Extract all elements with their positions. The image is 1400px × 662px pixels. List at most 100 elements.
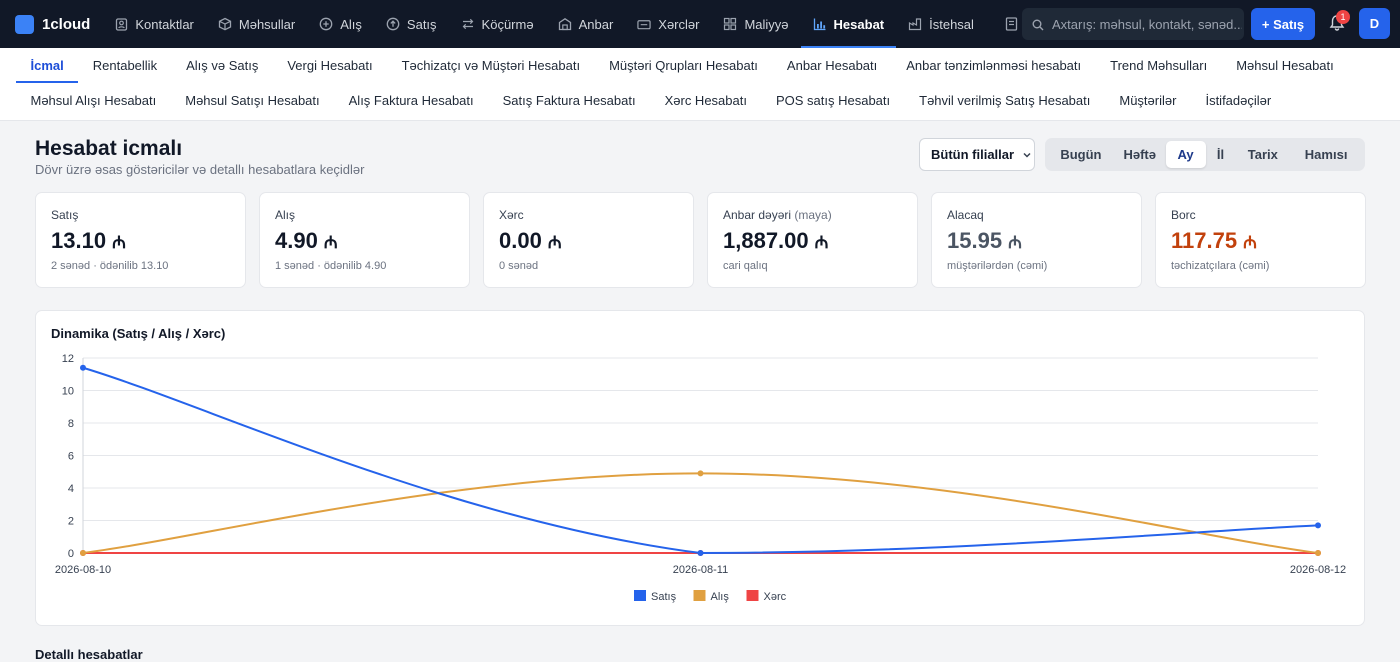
- kpi-label: Anbar dəyəri (maya): [723, 208, 902, 222]
- period-option[interactable]: Tarix: [1247, 147, 1278, 162]
- chart-title: Dinamika (Satış / Alış / Xərc): [51, 326, 226, 341]
- search-icon: [1032, 18, 1044, 31]
- nav-item-6[interactable]: Anbar: [546, 0, 626, 48]
- report-tab[interactable]: Təchizatçı və Müştəri Hesabatı: [401, 58, 581, 73]
- dynamics-line-chart: 0 2 4 6 8 10 12 2026-08-10 2026-08-11 2026-08-12 S…: [55, 353, 1346, 603]
- nav-item-10[interactable]: İstehsal: [896, 0, 986, 48]
- report-tab[interactable]: Alış və Satış: [186, 58, 259, 73]
- main-nav: Kontaktlar Məhsullar Alış Satış Köçürmə Anbar…: [102, 0, 986, 48]
- kpi-card: Anbar dəyəri (maya) 1,887.00 ₼ cari qalıq: [707, 192, 918, 288]
- report-tab[interactable]: İcmal: [16, 48, 79, 83]
- report-tab[interactable]: Alış Faktura Hesabatı: [348, 93, 474, 108]
- box-icon: [218, 17, 232, 31]
- legend-swatch: [746, 590, 759, 601]
- kpi-value-row: 15.95 ₼: [947, 228, 1126, 254]
- report-tab[interactable]: Anbar tənzimlənməsi hesabatı: [906, 58, 1082, 73]
- manat-icon: ₼: [547, 232, 562, 252]
- new-sale-button[interactable]: + Satış: [1251, 8, 1315, 40]
- grid-icon: [723, 17, 737, 31]
- period-option[interactable]: İl: [1216, 147, 1225, 162]
- nav-item-3[interactable]: Alış: [307, 0, 374, 48]
- legend-label: Xərc: [764, 591, 787, 603]
- nav-item-label: Hesabat: [833, 16, 885, 32]
- kpi-value: 0.00: [499, 228, 542, 253]
- manat-icon: ₼: [112, 232, 126, 252]
- nav-item-2[interactable]: Məhsullar: [206, 0, 307, 48]
- kpi-card: Satış 13.10 ₼ 2 sənəd · ödənilib 13.10: [35, 192, 246, 288]
- user-avatar[interactable]: D: [1359, 8, 1390, 39]
- data-point: [697, 550, 704, 556]
- truncated-nav-icon[interactable]: [1000, 0, 1022, 48]
- period-option[interactable]: Həftə: [1123, 147, 1156, 162]
- report-tab[interactable]: Vergi Hesabatı: [287, 58, 373, 73]
- report-tab[interactable]: Təhvil verilmiş Satış Hesabatı: [919, 93, 1091, 108]
- details-section-title: Detallı hesabatlar: [35, 647, 143, 662]
- nav-item-label: Satış: [406, 16, 437, 32]
- nav-item-label: Məhsullar: [238, 16, 296, 32]
- page-title: Hesabat icmalı: [35, 137, 183, 160]
- legend-swatch: [693, 590, 706, 601]
- manat-icon: ₼: [1243, 232, 1257, 252]
- nav-item-5[interactable]: Köçürmə: [449, 0, 546, 48]
- kpi-value: 15.95: [947, 228, 1003, 253]
- factory-icon: [908, 17, 922, 31]
- kpi-card: Alış 4.90 ₼ 1 sənəd · ödənilib 4.90: [259, 192, 470, 288]
- report-tab[interactable]: Anbar Hesabatı: [786, 58, 878, 73]
- report-tab[interactable]: Məhsul Hesabatı: [1236, 58, 1334, 73]
- data-point: [1315, 522, 1321, 529]
- nav-item-label: Köçürmə: [481, 16, 534, 32]
- kpi-value-row: 117.75 ₼: [1171, 228, 1350, 254]
- report-tab[interactable]: Rentabellik: [92, 58, 158, 73]
- plus-circle-icon: [319, 17, 333, 31]
- manat-icon: ₼: [814, 232, 829, 252]
- page-subtitle: Dövr üzrə əsas göstəricilər və detallı h…: [35, 162, 365, 177]
- branch-select[interactable]: Bütün filiallar: [919, 138, 1035, 171]
- nav-item-4[interactable]: Satış: [374, 0, 449, 48]
- y-tick-label: 8: [68, 418, 74, 430]
- nav-item-label: Maliyyə: [744, 16, 789, 32]
- report-tab[interactable]: Müştərilər: [1119, 93, 1177, 108]
- kpi-label-text: Alacaq: [947, 208, 984, 222]
- report-tab[interactable]: Trend Məhsulları: [1110, 58, 1208, 73]
- kpi-value: 117.75: [1171, 228, 1238, 253]
- report-tab[interactable]: Müştəri Qrupları Hesabatı: [609, 58, 758, 73]
- report-tab[interactable]: Xərc Hesabatı: [664, 93, 747, 108]
- kpi-label-text: Borc: [1171, 208, 1196, 222]
- search-input[interactable]: [1052, 16, 1242, 32]
- nav-item-label: Anbar: [578, 16, 614, 32]
- nav-item-9[interactable]: Hesabat: [800, 0, 897, 48]
- global-search[interactable]: [1022, 8, 1244, 40]
- period-option[interactable]: Bugün: [1060, 147, 1102, 162]
- report-tab[interactable]: İstifadəçilər: [1205, 93, 1272, 108]
- report-tab[interactable]: Məhsul Alışı Hesabatı: [30, 93, 157, 108]
- arrow-circle-icon: [386, 17, 400, 31]
- report-tab[interactable]: Satış Faktura Hesabatı: [502, 93, 636, 108]
- kpi-value-row: 13.10 ₼: [51, 228, 230, 254]
- nav-item-7[interactable]: Xərclər: [625, 0, 711, 48]
- period-option[interactable]: Ay: [1165, 141, 1206, 168]
- data-point: [80, 364, 86, 371]
- period-selector: Bugün Həftə Ay İl Tarix Hamısı: [1045, 138, 1365, 171]
- wallet-icon: [637, 17, 651, 31]
- kpi-meta: 2 sənəd · ödənilib 13.10: [51, 260, 169, 272]
- kpi-meta: cari qalıq: [723, 260, 768, 272]
- x-tick-label: 2026-08-10: [55, 564, 111, 576]
- report-tab[interactable]: Məhsul Satışı Hesabatı: [185, 93, 320, 108]
- kpi-value: 13.10: [51, 228, 107, 253]
- kpi-value: 4.90: [275, 228, 318, 253]
- nav-item-label: İstehsal: [929, 16, 974, 32]
- brand-logo[interactable]: 1cloud: [15, 14, 91, 34]
- report-tab[interactable]: POS satış Hesabatı: [775, 93, 891, 108]
- nav-item-1[interactable]: Kontaktlar: [102, 0, 206, 48]
- chevron-down-icon: [1023, 152, 1031, 158]
- kpi-label-text: Satış: [51, 208, 79, 222]
- chart-icon: [813, 17, 827, 31]
- y-tick-label: 0: [68, 548, 74, 560]
- period-option[interactable]: Hamısı: [1304, 147, 1348, 162]
- kpi-card: Xərc 0.00 ₼ 0 sənəd: [483, 192, 694, 288]
- nav-item-8[interactable]: Maliyyə: [711, 0, 800, 48]
- kpi-label-text: Anbar dəyəri: [723, 208, 792, 222]
- report-subnav: İcmal Rentabellik Alış və Satış Vergi Hesab…: [0, 48, 1400, 121]
- brand-name: 1cloud: [42, 15, 91, 33]
- branch-select-value: Bütün filiallar: [931, 147, 1015, 162]
